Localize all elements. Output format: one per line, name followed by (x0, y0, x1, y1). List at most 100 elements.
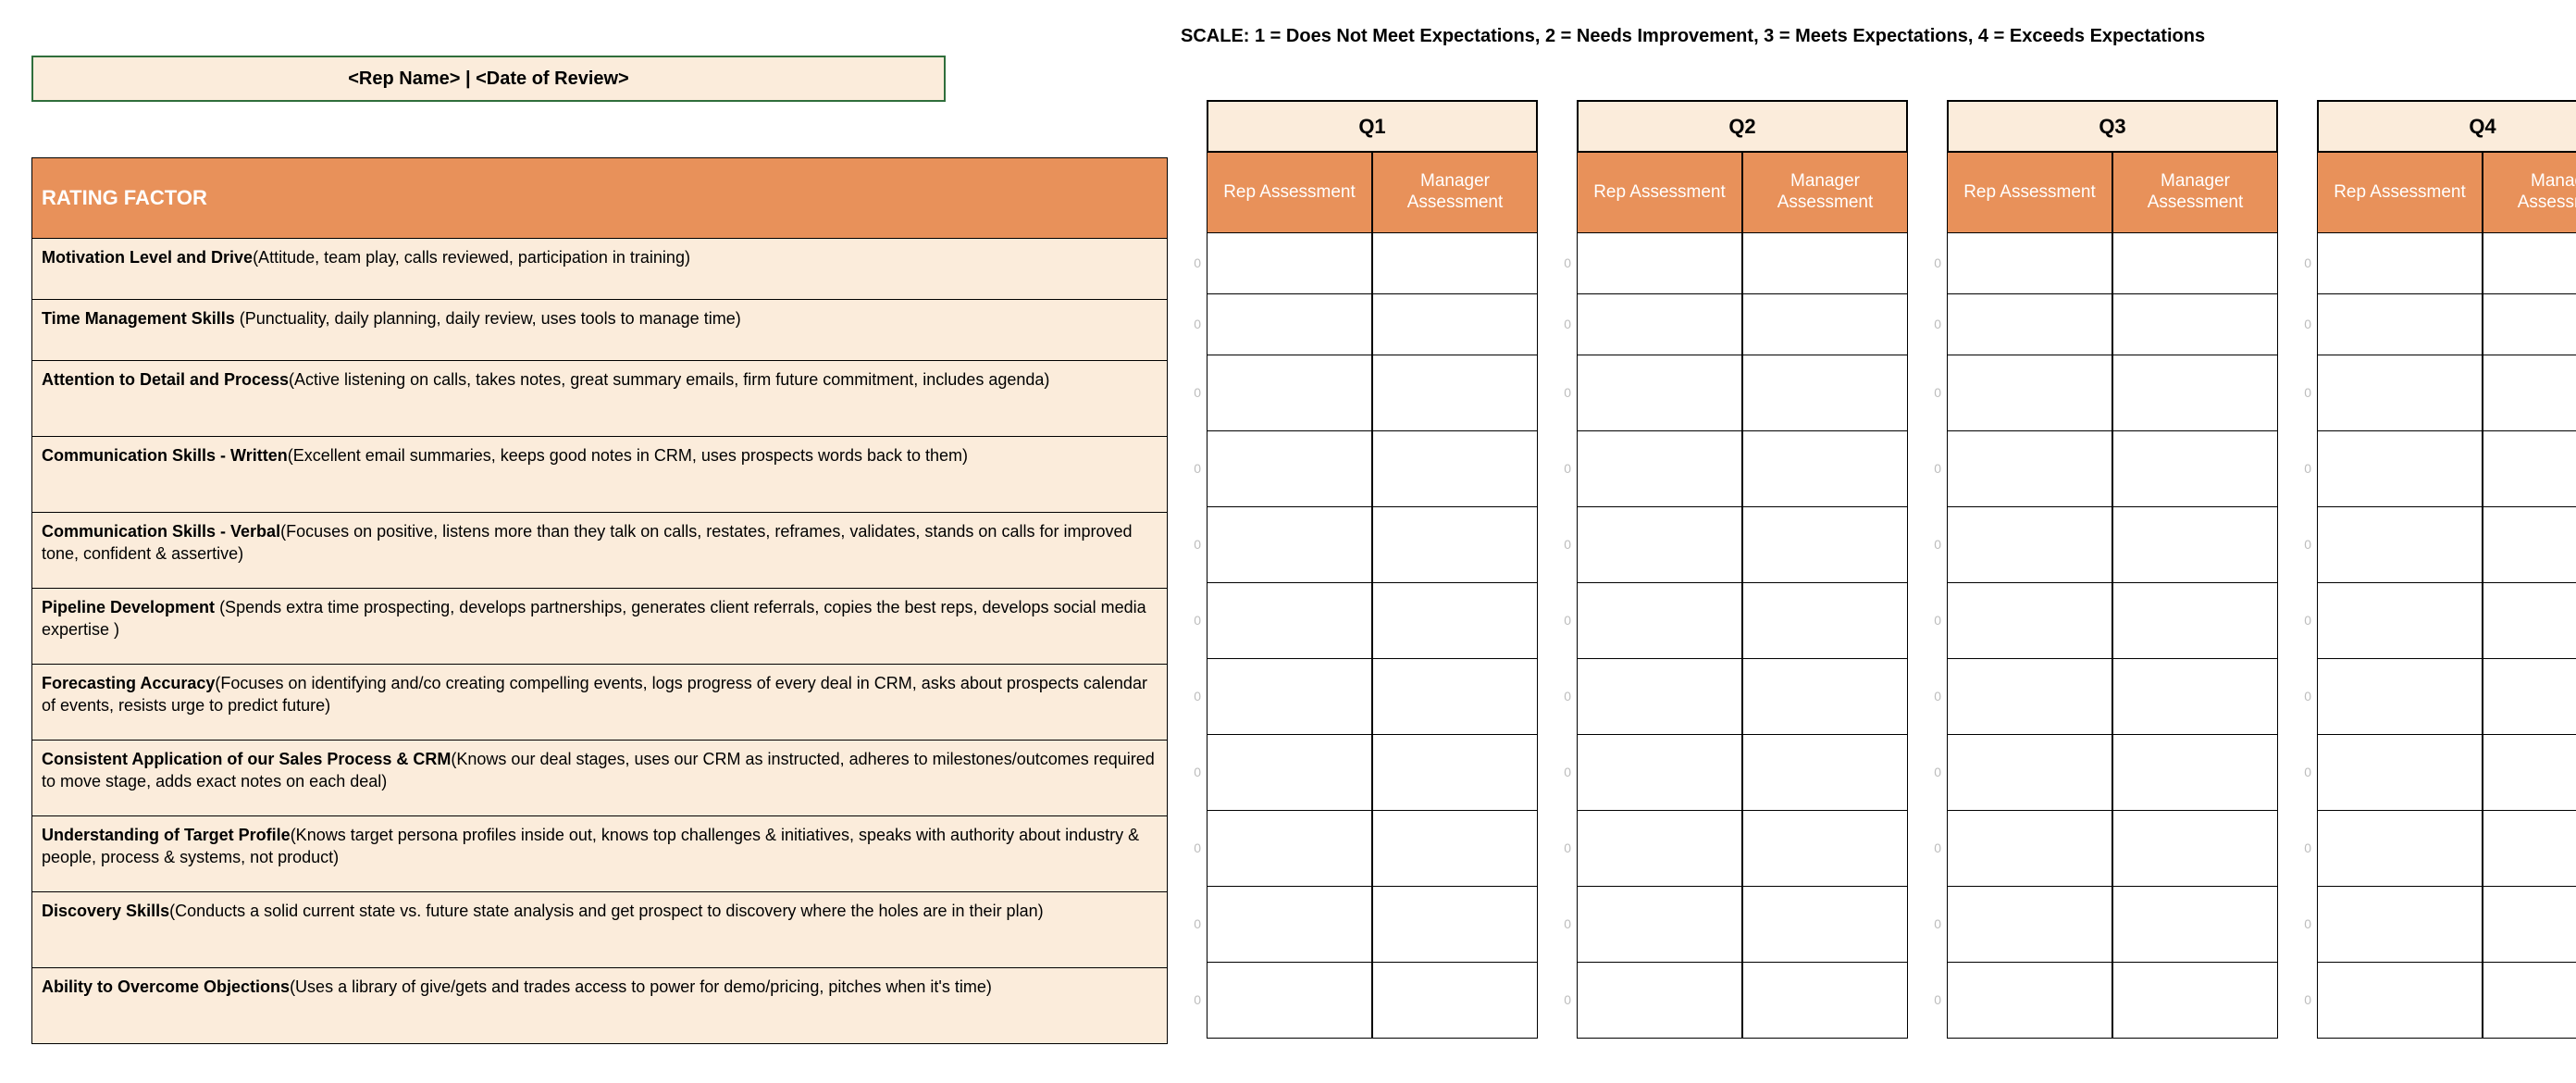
manager-assessment-cell[interactable] (1742, 887, 1908, 963)
manager-assessment-cell[interactable] (1742, 507, 1908, 583)
rep-assessment-cell[interactable] (1577, 233, 1742, 294)
rep-assessment-cell[interactable] (1947, 659, 2112, 735)
rep-assessment-cell[interactable] (1577, 294, 1742, 355)
rep-assessment-cell[interactable] (1947, 431, 2112, 507)
manager-assessment-cell[interactable] (2483, 963, 2576, 1039)
rep-assessment-cell[interactable] (1207, 294, 1372, 355)
assessment-row (1577, 811, 1908, 887)
manager-assessment-cell[interactable] (2112, 355, 2278, 431)
manager-assessment-cell[interactable] (1372, 811, 1538, 887)
manager-assessment-cell[interactable] (2112, 583, 2278, 659)
rep-assessment-cell[interactable] (2317, 583, 2483, 659)
manager-assessment-cell[interactable] (2483, 355, 2576, 431)
manager-assessment-cell[interactable] (1372, 294, 1538, 355)
quarter-title: Q3 (1947, 100, 2278, 152)
rep-assessment-cell[interactable] (1577, 659, 1742, 735)
rep-assessment-cell[interactable] (1947, 811, 2112, 887)
rep-assessment-cell[interactable] (1947, 355, 2112, 431)
rep-assessment-cell[interactable] (1947, 735, 2112, 811)
manager-assessment-cell[interactable] (1372, 355, 1538, 431)
manager-assessment-cell[interactable] (2483, 507, 2576, 583)
manager-assessment-cell[interactable] (2483, 583, 2576, 659)
rep-assessment-cell[interactable] (1947, 233, 2112, 294)
rep-assessment-cell[interactable] (1207, 735, 1372, 811)
rep-assessment-cell[interactable] (2317, 811, 2483, 887)
manager-assessment-cell[interactable] (1742, 811, 1908, 887)
rep-assessment-cell[interactable] (2317, 659, 2483, 735)
rep-name-date-cell[interactable]: <Rep Name> | <Date of Review> (31, 56, 946, 102)
manager-assessment-cell[interactable] (1372, 507, 1538, 583)
rep-assessment-cell[interactable] (1947, 507, 2112, 583)
rep-assessment-cell[interactable] (1577, 963, 1742, 1039)
rep-assessment-cell[interactable] (1207, 355, 1372, 431)
rep-assessment-cell[interactable] (1207, 887, 1372, 963)
manager-assessment-cell[interactable] (1372, 735, 1538, 811)
rep-assessment-cell[interactable] (2317, 233, 2483, 294)
manager-assessment-cell[interactable] (2483, 233, 2576, 294)
manager-assessment-cell[interactable] (1742, 233, 1908, 294)
manager-assessment-cell[interactable] (1372, 963, 1538, 1039)
manager-assessment-cell[interactable] (2483, 811, 2576, 887)
rep-assessment-cell[interactable] (1207, 659, 1372, 735)
manager-assessment-cell[interactable] (2112, 887, 2278, 963)
rep-assessment-cell[interactable] (1207, 507, 1372, 583)
rep-assessment-cell[interactable] (1947, 963, 2112, 1039)
manager-assessment-cell[interactable] (2112, 735, 2278, 811)
manager-assessment-cell[interactable] (2112, 294, 2278, 355)
rep-assessment-cell[interactable] (1577, 431, 1742, 507)
rep-assessment-cell[interactable] (1947, 294, 2112, 355)
quarter-block: Q4Rep AssessmentManager Assessment (2317, 100, 2576, 1039)
rep-assessment-cell[interactable] (1947, 583, 2112, 659)
manager-assessment-cell[interactable] (1372, 659, 1538, 735)
rep-assessment-cell[interactable] (1947, 887, 2112, 963)
manager-assessment-cell[interactable] (1372, 431, 1538, 507)
rep-assessment-cell[interactable] (1577, 507, 1742, 583)
manager-assessment-cell[interactable] (1742, 583, 1908, 659)
rep-assessment-cell[interactable] (2317, 507, 2483, 583)
quarter-title: Q1 (1207, 100, 1538, 152)
rep-assessment-cell[interactable] (2317, 431, 2483, 507)
manager-assessment-cell[interactable] (2483, 431, 2576, 507)
rep-assessment-cell[interactable] (2317, 963, 2483, 1039)
rep-assessment-cell[interactable] (2317, 887, 2483, 963)
manager-assessment-cell[interactable] (2112, 507, 2278, 583)
rep-assessment-header: Rep Assessment (1577, 152, 1742, 233)
assessment-row (1207, 294, 1538, 355)
rep-assessment-cell[interactable] (1207, 811, 1372, 887)
manager-assessment-cell[interactable] (2112, 963, 2278, 1039)
manager-assessment-cell[interactable] (1742, 431, 1908, 507)
rep-assessment-cell[interactable] (2317, 355, 2483, 431)
manager-assessment-cell[interactable] (2483, 887, 2576, 963)
rep-assessment-cell[interactable] (1577, 887, 1742, 963)
manager-assessment-cell[interactable] (1372, 583, 1538, 659)
manager-assessment-cell[interactable] (2483, 294, 2576, 355)
manager-assessment-cell[interactable] (2483, 735, 2576, 811)
manager-assessment-cell[interactable] (2112, 431, 2278, 507)
rep-assessment-cell[interactable] (1577, 355, 1742, 431)
manager-assessment-cell[interactable] (2483, 659, 2576, 735)
review-table: RATING FACTOR Motivation Level and Drive… (31, 100, 2576, 1044)
manager-assessment-cell[interactable] (1372, 233, 1538, 294)
row-gap-value: 0 (2304, 385, 2311, 400)
manager-assessment-cell[interactable] (2112, 659, 2278, 735)
rep-assessment-cell[interactable] (1577, 811, 1742, 887)
manager-assessment-cell[interactable] (1372, 887, 1538, 963)
rep-assessment-cell[interactable] (2317, 294, 2483, 355)
rep-assessment-cell[interactable] (2317, 735, 2483, 811)
manager-assessment-cell[interactable] (1742, 355, 1908, 431)
rep-assessment-cell[interactable] (1207, 233, 1372, 294)
manager-assessment-cell[interactable] (1742, 659, 1908, 735)
rep-assessment-cell[interactable] (1207, 431, 1372, 507)
factor-title: Time Management Skills (42, 309, 235, 328)
rating-factor-row: Consistent Application of our Sales Proc… (31, 741, 1168, 816)
rep-assessment-cell[interactable] (1577, 735, 1742, 811)
rep-assessment-cell[interactable] (1207, 963, 1372, 1039)
manager-assessment-cell[interactable] (1742, 294, 1908, 355)
manager-assessment-cell[interactable] (2112, 811, 2278, 887)
manager-assessment-cell[interactable] (2112, 233, 2278, 294)
rep-assessment-cell[interactable] (1207, 583, 1372, 659)
rep-assessment-cell[interactable] (1577, 583, 1742, 659)
manager-assessment-cell[interactable] (1742, 735, 1908, 811)
manager-assessment-cell[interactable] (1742, 963, 1908, 1039)
rating-factor-row: Pipeline Development (Spends extra time … (31, 589, 1168, 665)
